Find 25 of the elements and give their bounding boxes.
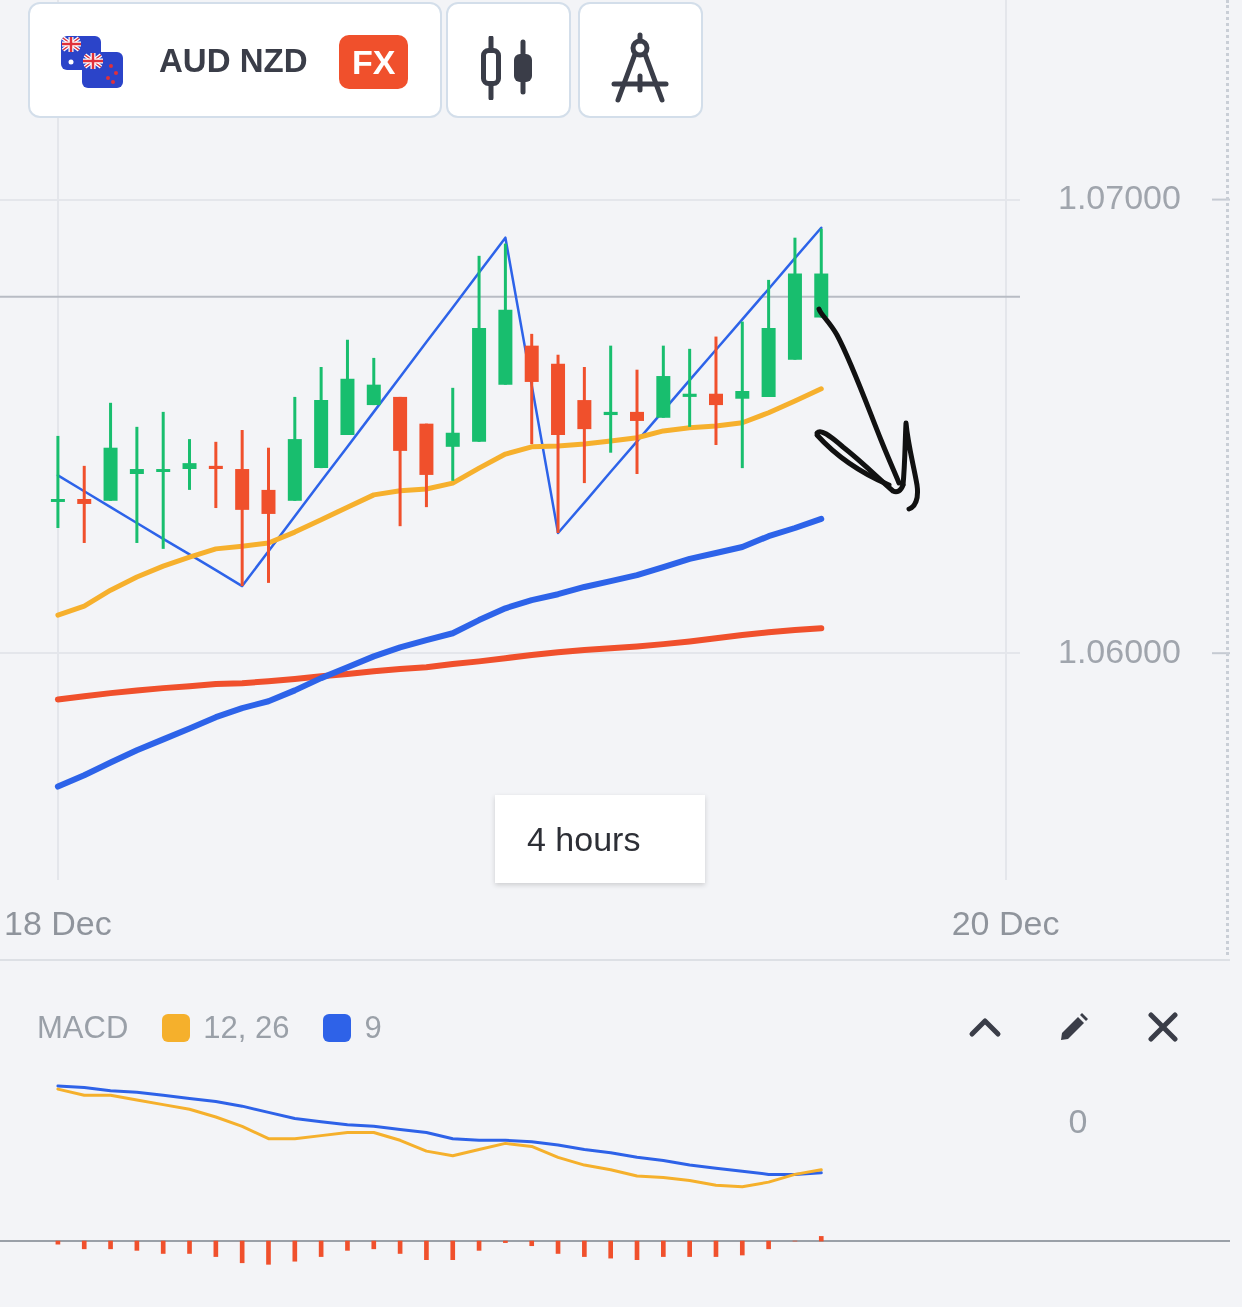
label-box: 4 hours xyxy=(495,795,705,883)
candlestick xyxy=(735,321,750,470)
legend-label: 9 xyxy=(364,1010,382,1046)
legend-title: MACD xyxy=(37,1010,129,1046)
candlestick xyxy=(182,439,197,490)
badge: FX xyxy=(339,35,409,89)
annotation: 4 hours xyxy=(527,820,641,858)
candlestick xyxy=(50,434,65,528)
legend-label: 12, 26 xyxy=(203,1010,290,1046)
x-tick-label: 20 Dec xyxy=(951,903,1060,942)
x-tick-label: 18 Dec xyxy=(4,903,112,942)
candlestick xyxy=(77,464,92,543)
text: 0 xyxy=(1068,1101,1088,1141)
candlestick xyxy=(630,369,645,475)
candlestick xyxy=(603,345,618,453)
candlestick xyxy=(682,347,697,427)
candlestick xyxy=(156,410,171,549)
symbol-card: AUD NZD FX xyxy=(28,2,442,118)
candlestick xyxy=(366,356,381,407)
candlestick xyxy=(208,440,223,510)
y-tick-label: 1.07000 xyxy=(1058,177,1181,216)
candlestick xyxy=(445,386,460,481)
candlestick xyxy=(129,425,144,543)
candlestick xyxy=(708,336,723,445)
y-tick-label: 1.06000 xyxy=(1058,631,1181,670)
